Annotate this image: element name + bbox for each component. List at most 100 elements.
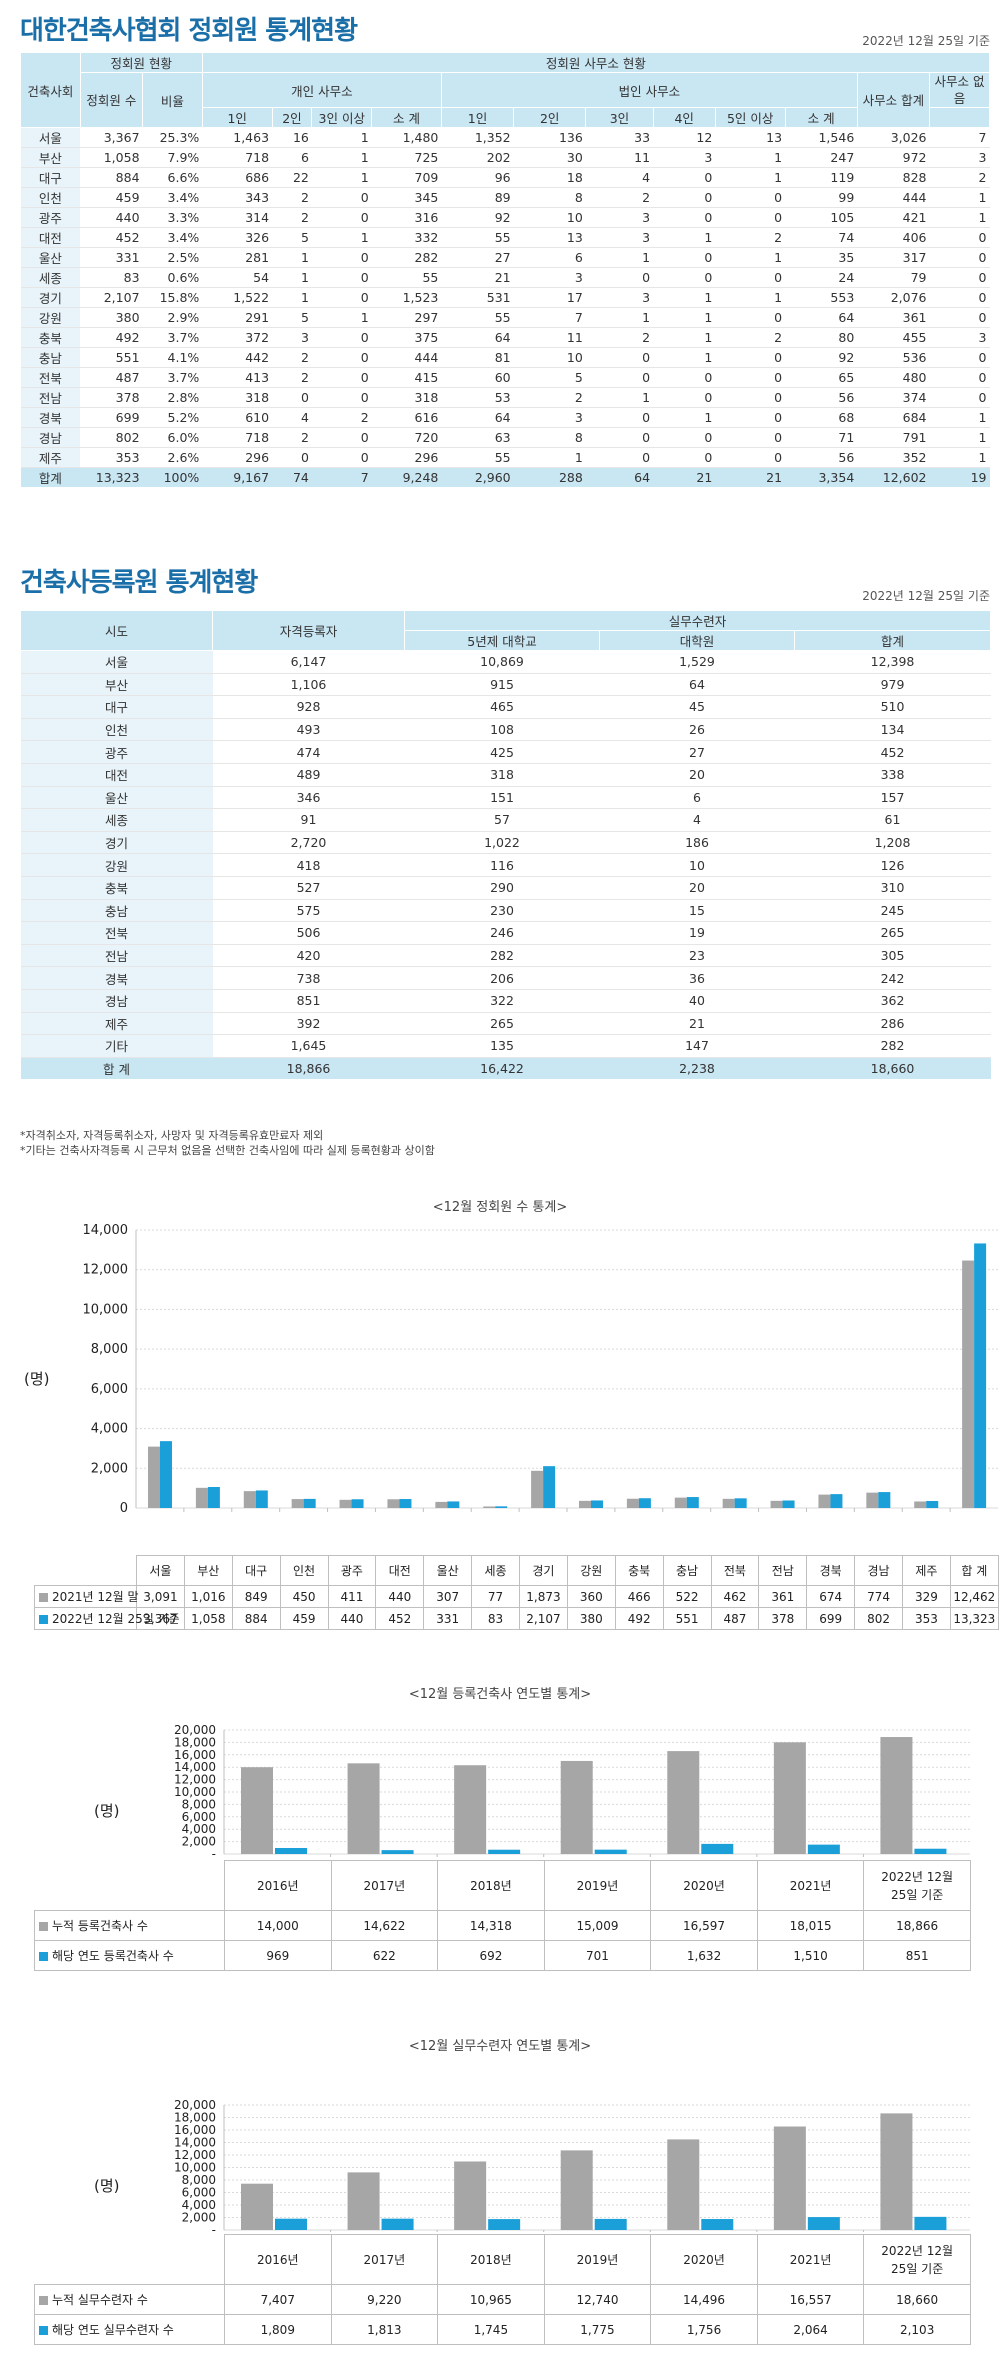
cell: 314 xyxy=(202,207,273,228)
x-tick-label: 2018년 xyxy=(437,1860,545,1911)
y-tick-label: 4,000 xyxy=(182,2198,216,2212)
cell: 71 xyxy=(785,427,858,448)
cell: 310 xyxy=(794,876,991,900)
subcol-7: 4인 xyxy=(652,107,716,128)
col-office-total: 사무소 합계 xyxy=(856,72,931,128)
x-tick-label: 인천 xyxy=(279,1555,329,1586)
cell: 206 xyxy=(404,966,600,990)
data-label: 12,462 xyxy=(949,1585,999,1608)
x-tick-label: 2021년 xyxy=(756,1860,865,1911)
table-row: 부산 1,106 915 64 979 xyxy=(20,673,991,697)
cell: 0 xyxy=(311,327,372,348)
cell: 575 xyxy=(212,899,405,923)
bar-series1 xyxy=(339,1499,352,1508)
cell: 684 xyxy=(857,407,930,428)
cell: 4 xyxy=(272,407,312,428)
bar-series1 xyxy=(773,1742,806,1854)
cell: 851 xyxy=(212,989,405,1013)
row-region: 대전 xyxy=(20,763,213,787)
cell: 718 xyxy=(202,427,273,448)
cell: 2 xyxy=(272,187,312,208)
cell: 1 xyxy=(272,287,312,308)
cell: 23 xyxy=(599,944,795,968)
cell: 1 xyxy=(929,427,990,448)
table-row: 세종 83 0.6% 54 1 0 55 21 3 0 0 0 24 79 0 xyxy=(20,267,990,288)
cell: 19 xyxy=(599,921,795,945)
cell: 0 xyxy=(929,227,990,248)
cell: 186 xyxy=(599,831,795,855)
cell: 415 xyxy=(371,367,442,388)
cell: 1 xyxy=(585,247,654,268)
cell: 0 xyxy=(929,367,990,388)
data-label: 851 xyxy=(863,1940,971,1971)
series-row: 해당 연도 등록건축사 수 969 622 692 701 1,632 1,510 851 xyxy=(34,1940,971,1971)
x-tick-label: 2022년 12월 25일 기준 xyxy=(863,1860,971,1911)
table-row: 인천 459 3.4% 343 2 0 345 89 8 2 0 0 99 444 1 xyxy=(20,187,990,208)
y-tick-label: 8,000 xyxy=(182,2173,216,2187)
cell: 1 xyxy=(715,147,786,168)
bar-series1 xyxy=(483,1506,496,1508)
table-row: 충북 527 290 20 310 xyxy=(20,876,991,900)
cell: 361 xyxy=(857,307,930,328)
row-region: 울산 xyxy=(20,247,81,268)
bar-series2 xyxy=(734,1498,747,1508)
table-row: 대전 452 3.4% 326 5 1 332 55 13 3 1 2 74 406 0 xyxy=(20,227,990,248)
data-label: 674 xyxy=(806,1585,856,1608)
cell: 0 xyxy=(272,447,312,468)
cell: 1 xyxy=(715,247,786,268)
data-label: 1,745 xyxy=(437,2314,545,2345)
cell: 13 xyxy=(715,127,786,148)
table-row: 경북 699 5.2% 610 4 2 616 64 3 0 1 0 68 684 1 xyxy=(20,407,990,428)
bar-series2 xyxy=(701,1843,734,1854)
cell: 64 xyxy=(785,307,858,328)
footnote-1: *자격취소자, 자격등록취소자, 사망자 및 자격등록유효만료자 제외 xyxy=(20,1129,324,1142)
row-region: 광주 xyxy=(20,740,213,764)
legend-swatch xyxy=(39,2296,48,2305)
subcol-9: 소 계 xyxy=(784,107,858,128)
x-tick-label: 2018년 xyxy=(437,2234,545,2285)
col-office-status: 정회원 사무소 현황 xyxy=(201,52,991,73)
cell: 0 xyxy=(653,367,716,388)
cell: 10,869 xyxy=(404,650,600,674)
data-label: 83 xyxy=(471,1607,520,1630)
cell: 346 xyxy=(212,786,405,810)
cell: 0 xyxy=(653,207,716,228)
row-region: 강원 xyxy=(20,307,81,328)
row-region: 인천 xyxy=(20,718,213,742)
cell: 11 xyxy=(585,147,654,168)
cell: 297 xyxy=(371,307,442,328)
cell: 0 xyxy=(715,387,786,408)
blank-cell xyxy=(35,1556,137,1586)
cell: 296 xyxy=(202,447,273,468)
cell: 126 xyxy=(794,853,991,877)
cell: 316 xyxy=(371,207,442,228)
series-row: 누적 실무수련자 수 7,407 9,220 10,965 12,740 14,496 16… xyxy=(34,2284,971,2315)
row-region: 충남 xyxy=(20,347,81,368)
cell: 972 xyxy=(857,147,930,168)
row-region: 전남 xyxy=(20,944,213,968)
bar-series1 xyxy=(579,1500,591,1508)
bar-series2 xyxy=(594,2218,627,2230)
table-row: 광주 440 3.3% 314 2 0 316 92 10 3 0 0 105 421 1 xyxy=(20,207,990,228)
legend-entry: 누적 등록건축사 수 xyxy=(34,1910,225,1941)
row-region: 충북 xyxy=(20,327,81,348)
y-tick-label: 16,000 xyxy=(174,1748,216,1762)
table-row: 대전 489 318 20 338 xyxy=(20,763,991,787)
subcol-4: 1인 xyxy=(440,107,515,128)
x-tick-label: 전남 xyxy=(758,1555,808,1586)
cell: 2 xyxy=(585,187,654,208)
table-row: 충남 551 4.1% 442 2 0 444 81 10 0 1 0 92 536 0 xyxy=(20,347,990,368)
x-tick-label: 서울 xyxy=(136,1555,185,1586)
table-row: 기타 1,645 135 147 282 xyxy=(20,1034,991,1058)
cell: 1 xyxy=(585,307,654,328)
row-region: 경북 xyxy=(20,407,81,428)
y-tick-label: 20,000 xyxy=(174,1723,216,1737)
col-no-office: 사무소 없음 xyxy=(929,72,990,108)
cell: 5 xyxy=(513,367,586,388)
table-row: 광주 474 425 27 452 xyxy=(20,740,991,764)
y-tick-label: 4,000 xyxy=(182,1822,216,1836)
y-tick-label: 0 xyxy=(120,1501,128,1516)
cell: 1,546 xyxy=(785,127,858,148)
cell: 465 xyxy=(404,695,600,719)
y-tick-label: 10,000 xyxy=(83,1302,129,1317)
